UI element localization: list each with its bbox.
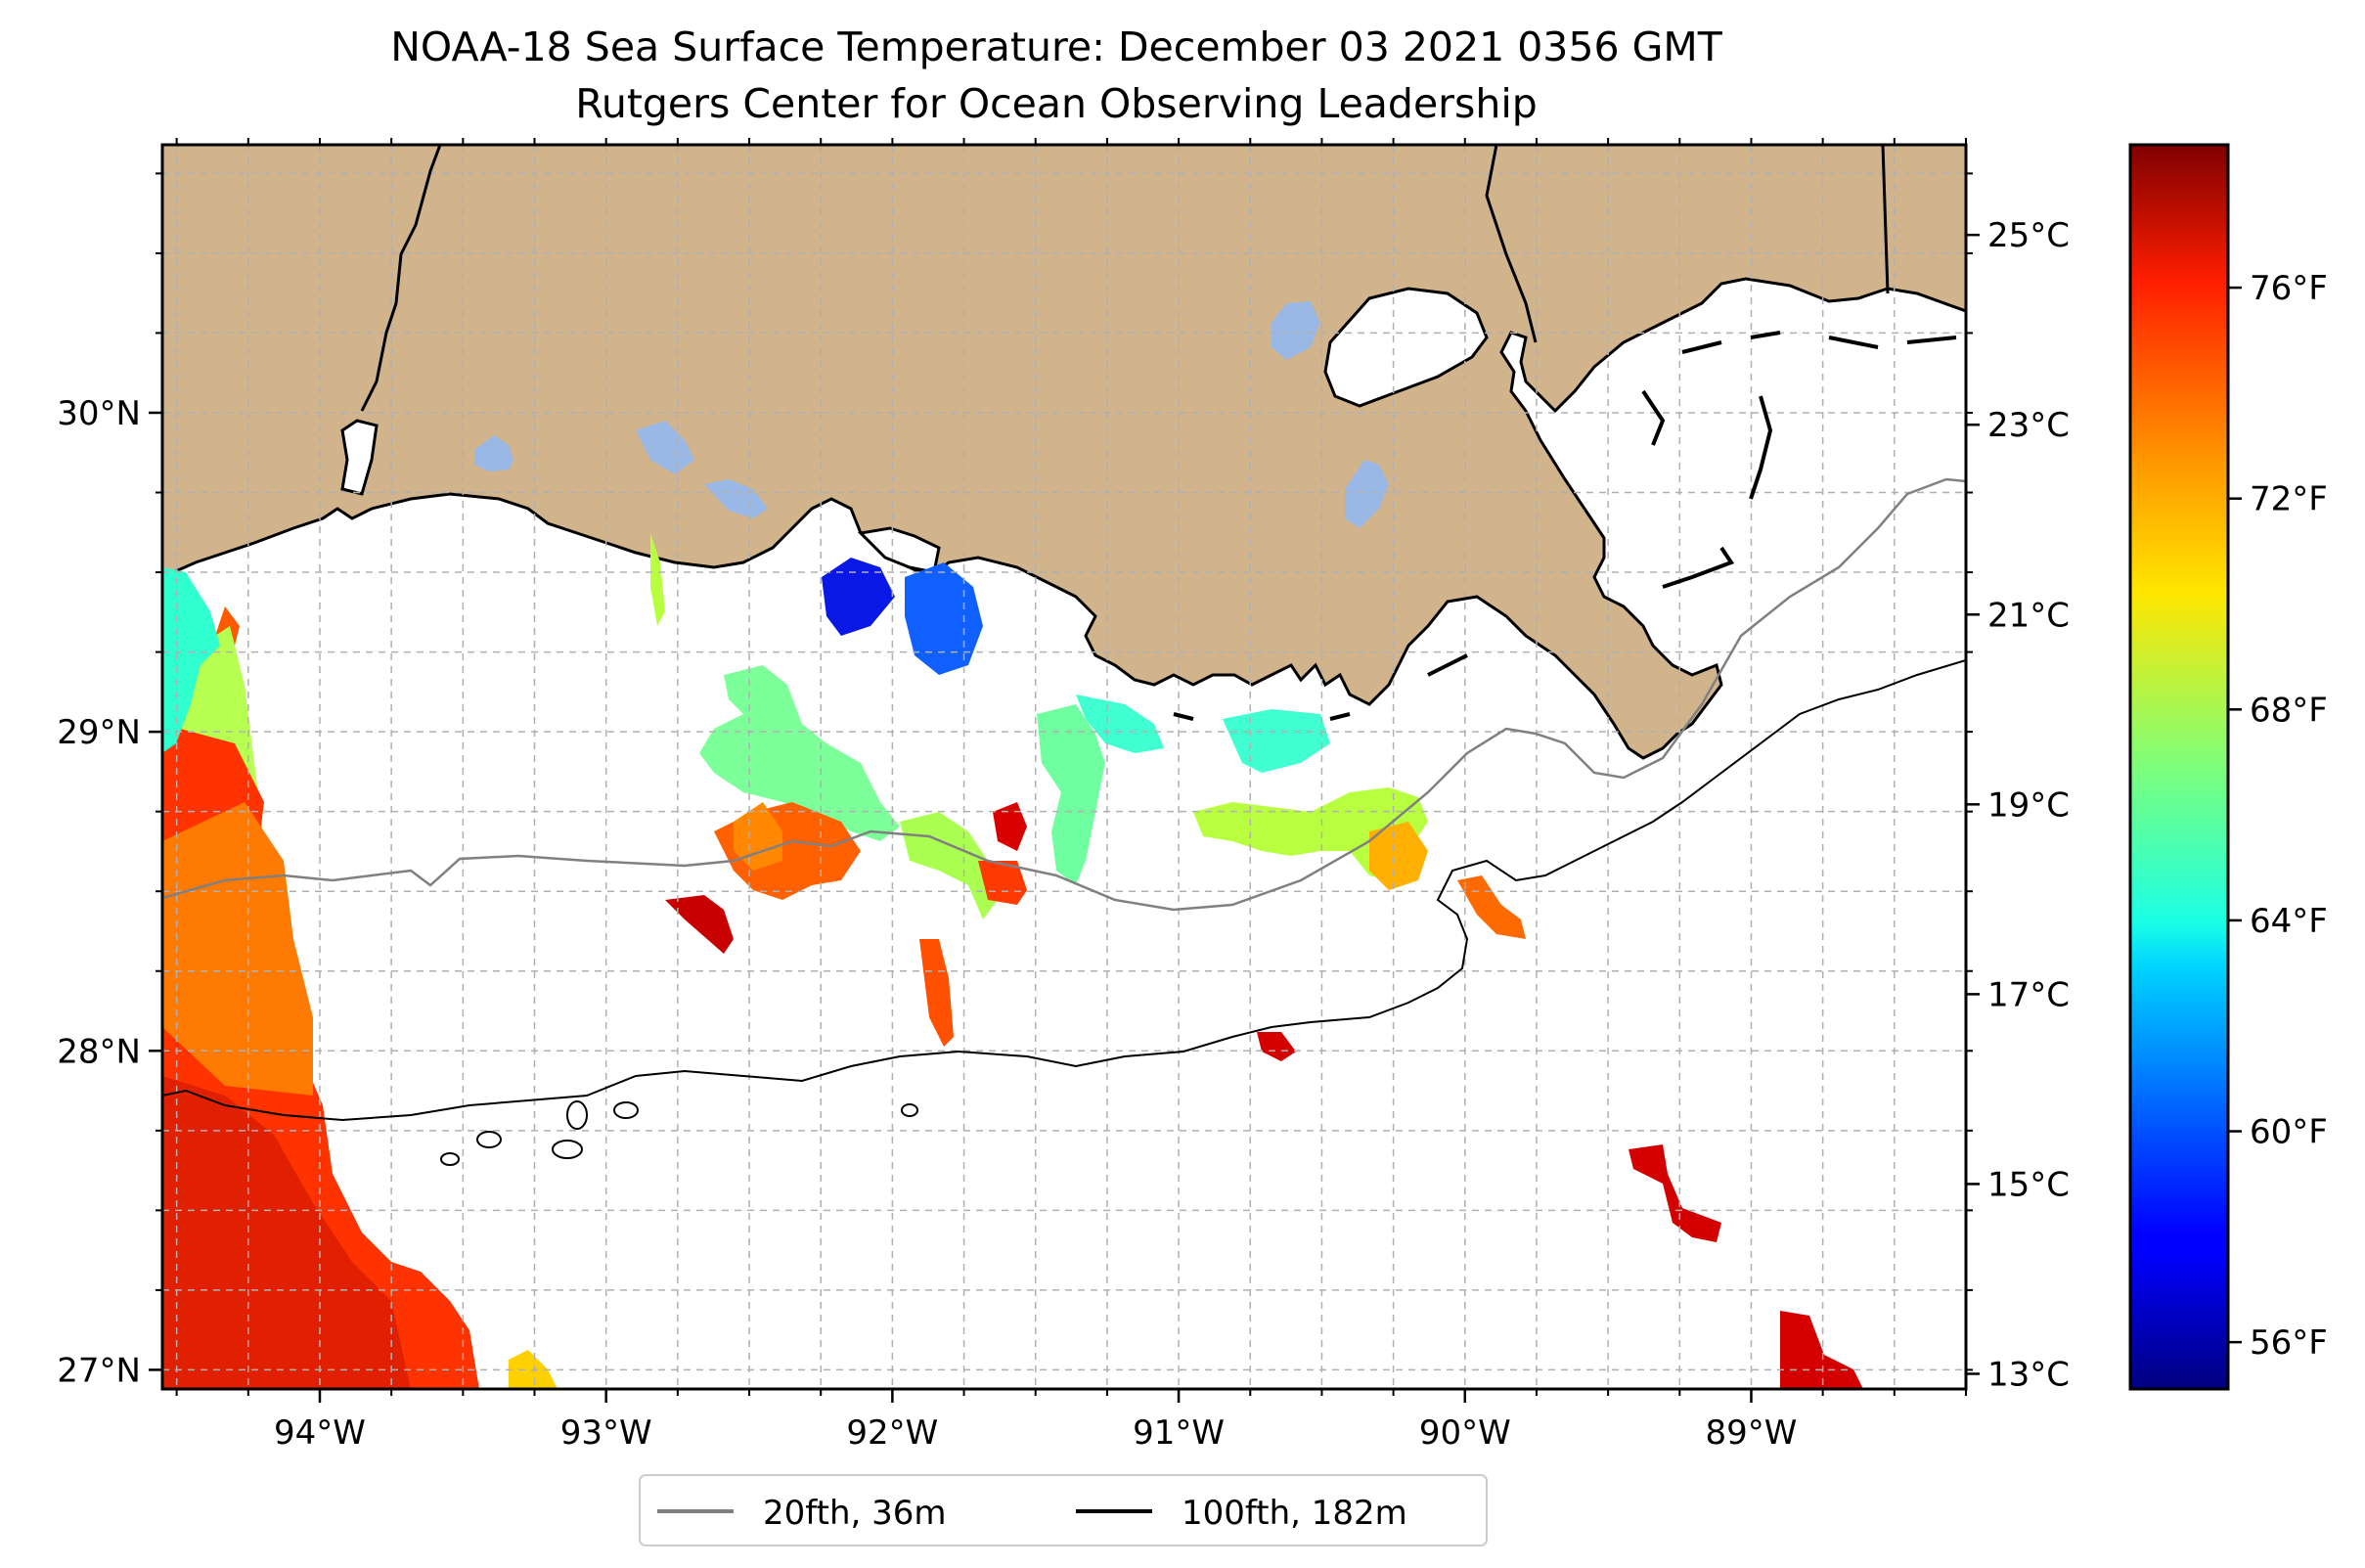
- lat-tick-label: 27°N: [57, 1351, 141, 1390]
- lat-tick-label: 30°N: [57, 394, 141, 433]
- map-area: [162, 145, 1966, 1389]
- lake-pontchartrain: [1323, 287, 1489, 408]
- legend-label-100fth: 100fth, 182m: [1182, 1494, 1407, 1533]
- lake-white: [704, 479, 768, 518]
- fahrenheit-tick-label: 76°F: [2250, 269, 2328, 308]
- colorbar-gradient: [2128, 143, 2230, 1391]
- chart-subtitle: Rutgers Center for Ocean Observing Leade…: [575, 80, 1538, 127]
- fahrenheit-tick-label: 72°F: [2250, 480, 2328, 519]
- lon-tick-label: 93°W: [560, 1413, 652, 1453]
- fahrenheit-tick-label: 68°F: [2250, 691, 2328, 730]
- celsius-tick-label: 15°C: [1987, 1165, 2070, 1204]
- land-louisiana-texas: [162, 145, 1966, 760]
- lake-maurepas: [1272, 301, 1320, 360]
- bank-outlines: [440, 1100, 918, 1166]
- lon-tick-label: 90°W: [1419, 1413, 1511, 1453]
- fahrenheit-tick-label: 56°F: [2250, 1323, 2328, 1363]
- map-grid: [162, 145, 1966, 1389]
- map-frame: [160, 143, 1968, 1391]
- celsius-tick-label: 25°C: [1987, 216, 2070, 255]
- lon-tick-label: 89°W: [1706, 1413, 1798, 1453]
- sabine-lake: [340, 419, 379, 496]
- celsius-tick-label: 13°C: [1987, 1355, 2070, 1394]
- legend-label-20fth: 20fth, 36m: [763, 1494, 947, 1533]
- vermilion-bay: [857, 526, 941, 574]
- chart-title: NOAA-18 Sea Surface Temperature: Decembe…: [390, 23, 1722, 70]
- colorbar-celsius-ticks: 25°C 23°C 21°C 19°C 17°C 15°C 13°C: [1966, 216, 2070, 1394]
- state-border-al: [1881, 145, 1890, 294]
- latitude-axis: 27°N 28°N 29°N 30°N: [57, 172, 1973, 1390]
- lake-calcasieu: [474, 435, 513, 471]
- lon-tick-label: 91°W: [1133, 1413, 1225, 1453]
- fahrenheit-tick-label: 64°F: [2250, 902, 2328, 941]
- lat-tick-label: 28°N: [57, 1032, 141, 1071]
- lon-tick-label: 92°W: [846, 1413, 938, 1453]
- coastal-dashes: [1173, 331, 1957, 721]
- celsius-tick-label: 21°C: [1987, 596, 2070, 635]
- celsius-tick-label: 17°C: [1987, 975, 2070, 1014]
- colorbar: 25°C 23°C 21°C 19°C 17°C 15°C 13°C 76°F 72°F 68°…: [1966, 143, 2328, 1394]
- lake-grand: [636, 421, 694, 474]
- isobath-100fth: [162, 659, 1966, 1122]
- celsius-tick-label: 23°C: [1987, 406, 2070, 445]
- isobath-20fth: [162, 477, 1966, 912]
- state-border: [360, 145, 442, 412]
- celsius-tick-label: 19°C: [1987, 785, 2070, 825]
- longitude-axis: 94°W 93°W 92°W 91°W 90°W 89°W: [175, 138, 1967, 1453]
- lat-tick-label: 29°N: [57, 713, 141, 752]
- lake-verret: [1345, 460, 1389, 528]
- lon-tick-label: 94°W: [274, 1413, 366, 1453]
- fahrenheit-tick-label: 60°F: [2250, 1113, 2328, 1152]
- legend: 20fth, 36m 100fth, 182m: [639, 1474, 1488, 1546]
- colorbar-fahrenheit-ticks: 76°F 72°F 68°F 64°F 60°F 56°F: [2228, 269, 2328, 1363]
- state-border-ms: [1485, 145, 1538, 343]
